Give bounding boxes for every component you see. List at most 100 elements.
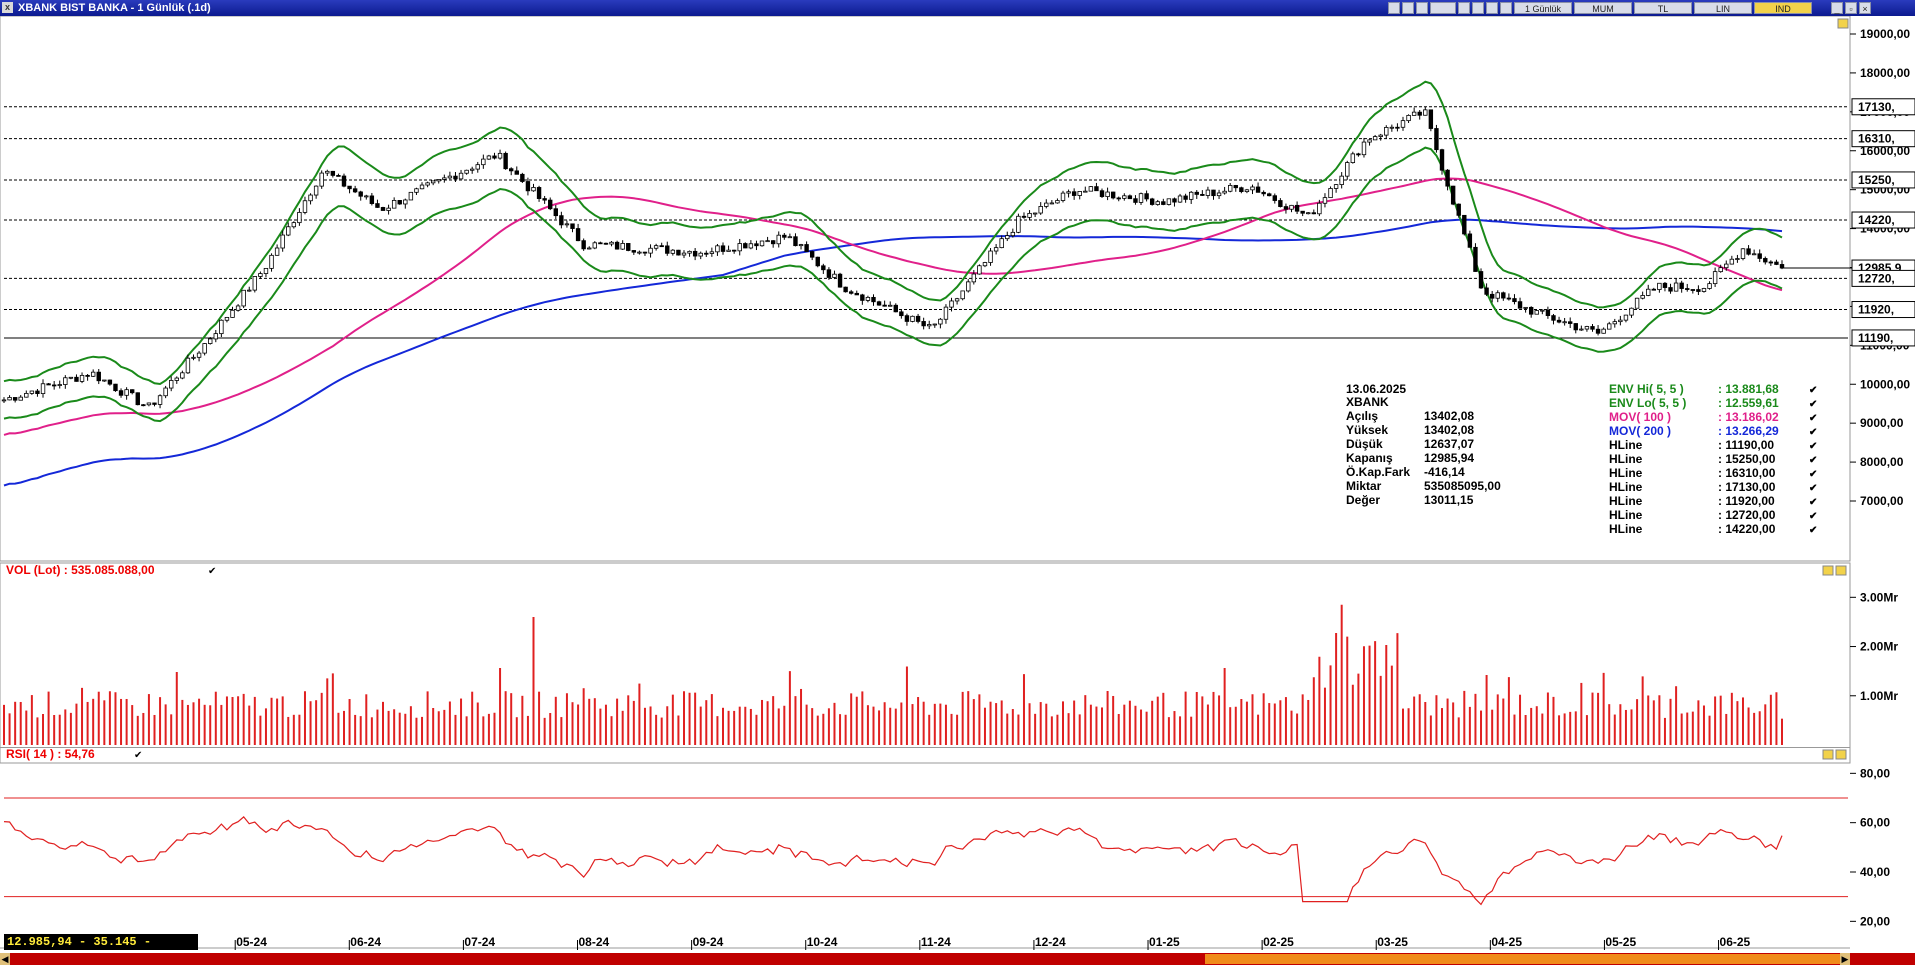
candle-body bbox=[514, 170, 519, 175]
check-icon[interactable]: ✔ bbox=[134, 750, 142, 761]
candle-body bbox=[68, 376, 74, 379]
chart-tool-icon[interactable] bbox=[1486, 2, 1498, 14]
chart-tool-icon[interactable] bbox=[1500, 2, 1512, 14]
candle-body bbox=[258, 273, 263, 277]
candle-body bbox=[1, 399, 7, 402]
candle-body bbox=[782, 234, 787, 238]
chart-tool-icon[interactable] bbox=[1402, 2, 1414, 14]
legend-label: HLine bbox=[1609, 508, 1643, 522]
chart-tool-icon[interactable] bbox=[1430, 2, 1456, 14]
indicators-button[interactable]: IND bbox=[1754, 2, 1812, 14]
candle-body bbox=[938, 318, 943, 325]
volume-panel[interactable] bbox=[0, 562, 1851, 764]
candle-body bbox=[336, 175, 341, 177]
x-axis-label: 11-24 bbox=[921, 935, 951, 949]
close-icon[interactable]: × bbox=[1859, 2, 1871, 14]
candle-body bbox=[280, 234, 285, 249]
scroll-right-icon[interactable]: ▶ bbox=[1840, 953, 1850, 965]
candle-body bbox=[520, 173, 525, 182]
candle-body bbox=[124, 389, 129, 396]
period-button[interactable]: 1 Günlük bbox=[1514, 2, 1572, 14]
x-axis-label: 02-25 bbox=[1263, 935, 1294, 949]
hline-tag bbox=[1851, 269, 1915, 287]
candle-body bbox=[1417, 111, 1422, 116]
candle-mode-button[interactable]: MUM bbox=[1574, 2, 1632, 14]
chart-tool-icon[interactable] bbox=[1416, 2, 1428, 14]
check-icon: ✔ bbox=[1809, 427, 1817, 438]
restore-icon[interactable]: ▫ bbox=[1845, 2, 1857, 14]
check-icon[interactable]: ✔ bbox=[208, 566, 216, 577]
candle-body bbox=[163, 387, 168, 397]
legend-value: : 13.186,02 bbox=[1718, 410, 1779, 424]
candle-body bbox=[1194, 191, 1199, 195]
candle-body bbox=[1395, 126, 1400, 129]
info-label: Ö.Kap.Fark bbox=[1346, 464, 1410, 479]
candle-body bbox=[592, 242, 598, 249]
info-label: Değer bbox=[1346, 493, 1380, 507]
legend-label: HLine bbox=[1609, 466, 1643, 480]
panel-controls[interactable] bbox=[1822, 18, 1849, 760]
candle-body bbox=[1255, 186, 1261, 193]
candle-body bbox=[587, 247, 592, 250]
window-menu-icon[interactable]: x bbox=[2, 2, 13, 13]
candle-body bbox=[603, 242, 609, 245]
check-icon: ✔ bbox=[1809, 413, 1817, 424]
candle-body bbox=[12, 397, 18, 401]
candle-body bbox=[1027, 212, 1032, 218]
candle-body bbox=[157, 395, 163, 405]
candle-body bbox=[1088, 186, 1094, 192]
candle-body bbox=[631, 250, 637, 253]
candle-body bbox=[1556, 319, 1562, 323]
candle-body bbox=[1317, 202, 1322, 215]
candle-body bbox=[191, 356, 196, 359]
candle-body bbox=[743, 243, 748, 249]
candle-body bbox=[1077, 191, 1082, 196]
candle-body bbox=[1450, 185, 1456, 205]
candle-body bbox=[1205, 189, 1211, 196]
panel-divider[interactable] bbox=[0, 747, 1850, 748]
currency-button[interactable]: TL bbox=[1634, 2, 1692, 14]
candle-body bbox=[1423, 109, 1428, 116]
candle-body bbox=[1467, 233, 1473, 248]
check-icon: ✔ bbox=[1809, 483, 1817, 494]
candle-body bbox=[809, 251, 815, 258]
candle-body bbox=[815, 256, 820, 267]
minimize-icon[interactable]: _ bbox=[1831, 2, 1843, 14]
candle-body bbox=[375, 203, 380, 208]
candle-body bbox=[107, 379, 113, 385]
info-value: 13402,08 bbox=[1424, 409, 1474, 423]
candle-body bbox=[1740, 248, 1746, 259]
horizontal-scrollbar[interactable]: ◀ ▶ bbox=[0, 953, 1915, 965]
hline-tag bbox=[1851, 329, 1915, 347]
candle-body bbox=[1523, 306, 1528, 309]
check-icon: ✔ bbox=[1809, 525, 1817, 536]
candle-body bbox=[1055, 200, 1060, 204]
x-axis-label: 05-24 bbox=[236, 935, 267, 949]
candle-body bbox=[224, 317, 230, 321]
chart-tool-icon[interactable] bbox=[1388, 2, 1400, 14]
rsi-axis-label: 20,00 bbox=[1860, 914, 1890, 928]
price-axis-label: 8000,00 bbox=[1860, 455, 1904, 469]
candle-body bbox=[1122, 195, 1127, 199]
candle-body bbox=[1612, 321, 1617, 325]
scroll-left-icon[interactable]: ◀ bbox=[0, 953, 10, 965]
hline-tag-label: 17130, bbox=[1858, 100, 1895, 114]
candle-body bbox=[876, 301, 882, 306]
linear-scale-button[interactable]: LIN bbox=[1694, 2, 1752, 14]
volume-axis-label: 2.00Mr bbox=[1860, 640, 1898, 654]
candle-body bbox=[1629, 307, 1634, 316]
candle-body bbox=[1501, 292, 1506, 299]
candle-body bbox=[414, 188, 419, 193]
rsi-axis-label: 80,00 bbox=[1860, 766, 1890, 780]
candle-body bbox=[1138, 193, 1144, 203]
candle-body bbox=[860, 294, 865, 301]
info-label: Miktar bbox=[1346, 479, 1382, 493]
scrollbar-thumb[interactable] bbox=[1205, 954, 1850, 964]
chart-tool-icon[interactable] bbox=[1458, 2, 1470, 14]
candle-body bbox=[269, 254, 274, 269]
stock-chart[interactable]: 19000,0018000,0017000,0016000,0015000,00… bbox=[0, 16, 1915, 952]
candle-body bbox=[1724, 263, 1729, 269]
price-axis-label: 16000,00 bbox=[1860, 144, 1910, 158]
chart-tool-icon[interactable] bbox=[1472, 2, 1484, 14]
candle-body bbox=[1406, 114, 1411, 122]
